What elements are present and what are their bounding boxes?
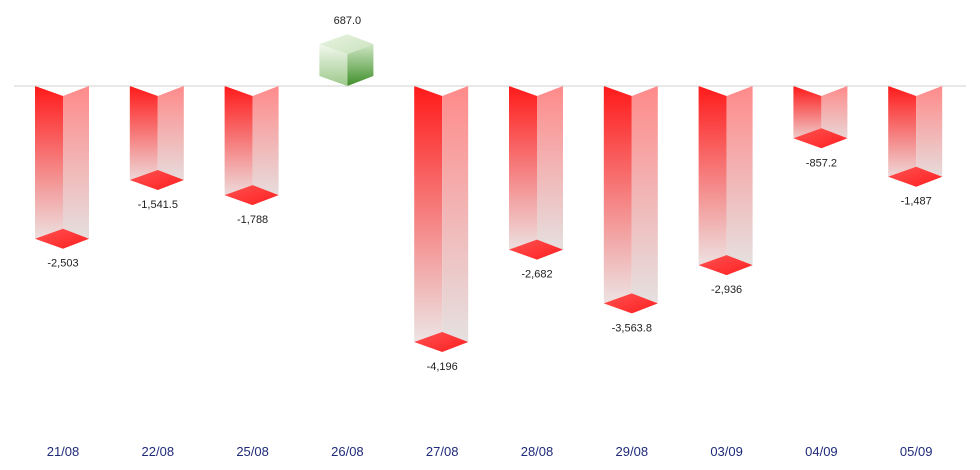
- value-label-27-08: -4,196: [427, 361, 458, 373]
- bar-end-cap: [319, 34, 374, 55]
- bar-27-08: [414, 86, 469, 352]
- bar-end-cap: [414, 332, 469, 352]
- bar-front-face: [35, 86, 63, 249]
- category-label-27-08: 27/08: [426, 444, 459, 459]
- value-label-05-09: -1,487: [901, 196, 932, 208]
- bar-side-face: [916, 86, 943, 187]
- bar-end-cap: [129, 170, 184, 191]
- value-label-22-08: -1,541.5: [138, 199, 178, 211]
- bar-05-09: [888, 86, 943, 187]
- bar-end-cap: [793, 128, 848, 149]
- bar-03-09: [698, 86, 753, 276]
- category-label-26-08: 26/08: [331, 444, 364, 459]
- category-label-04-09: 04/09: [805, 444, 838, 459]
- bar-end-cap: [603, 293, 658, 314]
- bar-front-face: [319, 44, 348, 86]
- category-label-21-08: 21/08: [47, 444, 80, 459]
- bar-side-face: [252, 86, 279, 206]
- value-label-29-08: -3,563.8: [612, 322, 652, 334]
- bar-25-08: [224, 86, 279, 206]
- labels-layer: -2,503 21/08 -1,541.5 22/08 -1,788 25/08 687.0…: [47, 15, 933, 459]
- bars-layer: [35, 34, 943, 352]
- bar-end-cap: [698, 255, 753, 276]
- category-label-22-08: 22/08: [142, 444, 175, 459]
- bar-side-face: [63, 86, 89, 249]
- bar-22-08: [129, 86, 184, 191]
- bar-front-face: [698, 86, 727, 276]
- value-label-28-08: -2,682: [521, 269, 552, 281]
- value-label-25-08: -1,788: [237, 214, 268, 226]
- value-label-03-09: -2,936: [711, 284, 742, 296]
- bar-side-face: [631, 86, 658, 314]
- value-label-04-09: -857.2: [806, 157, 837, 169]
- bar-side-face: [726, 86, 753, 276]
- value-label-21-08: -2,503: [47, 258, 78, 270]
- bar-28-08: [509, 86, 563, 260]
- bar-side-face: [157, 86, 184, 191]
- bar-front-face: [509, 86, 537, 260]
- bar-21-08: [35, 86, 89, 249]
- bar-front-face: [414, 86, 443, 352]
- bar-front-face: [224, 86, 253, 206]
- bar-end-cap: [888, 166, 943, 187]
- bar-end-cap: [35, 228, 89, 249]
- category-label-05-09: 05/09: [900, 444, 933, 459]
- bar-26-08: [319, 34, 374, 86]
- bar-29-08: [603, 86, 658, 314]
- bar-front-face: [129, 86, 158, 191]
- bar-front-face: [888, 86, 917, 187]
- bar-end-cap: [224, 185, 279, 206]
- bar-side-face: [347, 44, 374, 86]
- bar-04-09: [793, 86, 848, 149]
- bar-side-face: [442, 86, 469, 352]
- category-label-03-09: 03/09: [710, 444, 743, 459]
- bar-front-face: [603, 86, 632, 314]
- category-label-29-08: 29/08: [616, 444, 649, 459]
- category-label-28-08: 28/08: [521, 444, 554, 459]
- value-label-26-08: 687.0: [334, 15, 362, 27]
- bar-end-cap: [509, 239, 563, 260]
- category-label-25-08: 25/08: [236, 444, 269, 459]
- bar-side-face: [537, 86, 563, 260]
